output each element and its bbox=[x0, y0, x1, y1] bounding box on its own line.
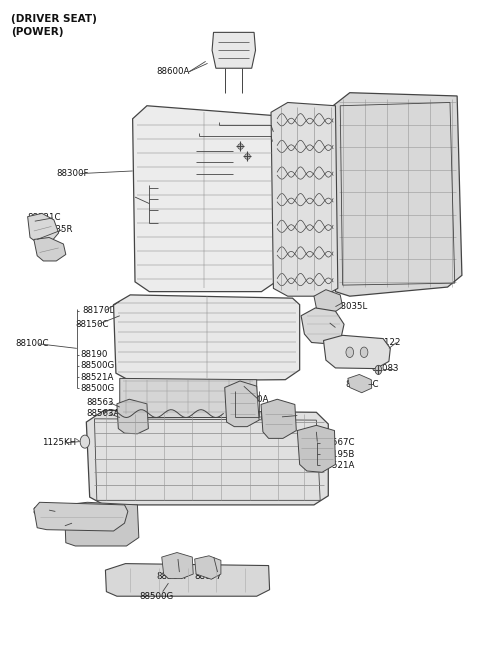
Polygon shape bbox=[34, 238, 66, 261]
Text: 88195B: 88195B bbox=[321, 449, 355, 458]
Text: 88370A: 88370A bbox=[159, 195, 192, 204]
Text: 88390A: 88390A bbox=[159, 183, 192, 193]
Circle shape bbox=[346, 347, 354, 358]
Text: 88370C: 88370C bbox=[159, 206, 192, 215]
Polygon shape bbox=[28, 214, 59, 243]
Text: 88510A: 88510A bbox=[235, 395, 269, 403]
Text: 88122: 88122 bbox=[373, 338, 401, 347]
Polygon shape bbox=[225, 381, 259, 426]
Circle shape bbox=[360, 347, 368, 358]
Text: 88500G: 88500G bbox=[80, 384, 114, 392]
Polygon shape bbox=[106, 563, 270, 596]
Polygon shape bbox=[212, 32, 255, 68]
Polygon shape bbox=[348, 375, 372, 393]
Text: 88150C: 88150C bbox=[75, 320, 109, 329]
Polygon shape bbox=[324, 335, 390, 369]
Text: 88516C: 88516C bbox=[259, 413, 293, 421]
Polygon shape bbox=[162, 553, 193, 578]
Text: 88300F: 88300F bbox=[56, 169, 89, 178]
Polygon shape bbox=[195, 556, 221, 579]
Text: 88563: 88563 bbox=[86, 398, 114, 407]
Polygon shape bbox=[333, 93, 462, 296]
Polygon shape bbox=[64, 502, 139, 546]
Text: 88563A: 88563A bbox=[86, 409, 120, 418]
Text: (DRIVER SEAT): (DRIVER SEAT) bbox=[11, 14, 97, 24]
Text: 88600A: 88600A bbox=[156, 67, 190, 77]
Text: 88330: 88330 bbox=[218, 121, 246, 130]
Polygon shape bbox=[114, 295, 300, 381]
Circle shape bbox=[80, 435, 90, 448]
Polygon shape bbox=[314, 290, 343, 313]
Text: 88035L: 88035L bbox=[336, 302, 368, 311]
Text: 88187: 88187 bbox=[33, 507, 60, 516]
Text: 88510A: 88510A bbox=[171, 169, 204, 178]
Text: 88350C: 88350C bbox=[142, 219, 176, 228]
Text: 88570A: 88570A bbox=[307, 318, 340, 328]
Text: 88100C: 88100C bbox=[16, 339, 49, 348]
Text: 88521A: 88521A bbox=[321, 460, 355, 470]
Text: 88500G: 88500G bbox=[140, 591, 174, 601]
Circle shape bbox=[375, 365, 382, 375]
Polygon shape bbox=[297, 425, 336, 472]
Text: 88190: 88190 bbox=[80, 350, 108, 360]
Text: (POWER): (POWER) bbox=[11, 27, 63, 37]
Polygon shape bbox=[132, 105, 276, 291]
Text: 88035R: 88035R bbox=[39, 225, 73, 234]
Text: 88077: 88077 bbox=[195, 572, 222, 581]
Text: 88521A: 88521A bbox=[80, 373, 113, 382]
Polygon shape bbox=[34, 502, 128, 531]
Text: 88546C: 88546C bbox=[345, 380, 379, 389]
Polygon shape bbox=[120, 379, 257, 417]
Text: 88083: 88083 bbox=[371, 364, 399, 373]
Text: 88170D: 88170D bbox=[83, 306, 117, 315]
Polygon shape bbox=[117, 400, 148, 434]
Text: 88504P: 88504P bbox=[156, 572, 189, 581]
Text: 88610: 88610 bbox=[171, 158, 198, 167]
Polygon shape bbox=[261, 400, 296, 438]
Polygon shape bbox=[271, 102, 338, 296]
Text: 88516B: 88516B bbox=[42, 521, 75, 531]
Text: 88500G: 88500G bbox=[80, 362, 114, 371]
Text: 88567C: 88567C bbox=[321, 438, 355, 447]
Text: 88310G: 88310G bbox=[199, 132, 234, 141]
Text: 1125KH: 1125KH bbox=[42, 438, 76, 447]
Polygon shape bbox=[301, 308, 344, 344]
Text: 88121C: 88121C bbox=[28, 214, 61, 223]
Text: 88610C: 88610C bbox=[171, 147, 204, 156]
Polygon shape bbox=[86, 410, 328, 505]
